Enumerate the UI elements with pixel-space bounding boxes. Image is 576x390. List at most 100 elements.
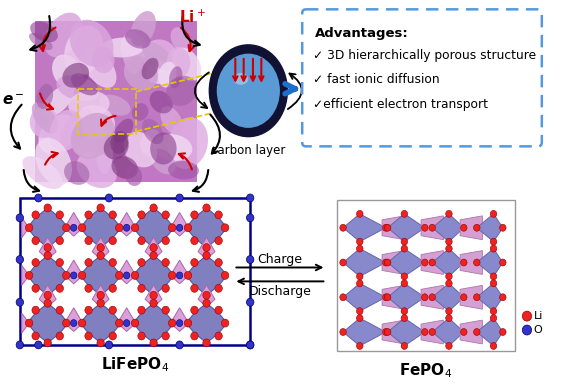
Polygon shape [382, 251, 404, 275]
Text: Discharge: Discharge [248, 285, 312, 298]
Circle shape [499, 294, 506, 301]
Ellipse shape [169, 66, 183, 88]
Circle shape [56, 211, 63, 219]
Circle shape [461, 224, 467, 231]
Circle shape [78, 224, 86, 232]
Polygon shape [80, 208, 121, 248]
Ellipse shape [100, 95, 131, 115]
Circle shape [56, 237, 63, 245]
Circle shape [357, 315, 363, 322]
Circle shape [150, 291, 157, 299]
Polygon shape [198, 285, 215, 307]
Circle shape [168, 271, 176, 279]
Ellipse shape [142, 58, 158, 79]
Polygon shape [382, 320, 404, 344]
Circle shape [150, 244, 157, 252]
Circle shape [85, 237, 92, 245]
Circle shape [401, 238, 408, 245]
Polygon shape [198, 238, 215, 259]
Circle shape [490, 308, 497, 315]
Circle shape [97, 252, 104, 259]
Circle shape [109, 211, 116, 219]
Ellipse shape [81, 46, 116, 88]
Circle shape [357, 273, 363, 280]
Circle shape [85, 259, 92, 266]
Circle shape [357, 280, 363, 287]
Circle shape [63, 271, 70, 279]
Ellipse shape [68, 90, 109, 119]
Text: ✓ fast ionic diffusion: ✓ fast ionic diffusion [313, 73, 440, 86]
Polygon shape [80, 303, 121, 343]
Circle shape [422, 294, 428, 301]
Circle shape [56, 332, 63, 340]
Circle shape [85, 284, 92, 292]
Circle shape [422, 224, 428, 231]
Circle shape [357, 245, 363, 252]
Circle shape [191, 259, 198, 266]
Circle shape [131, 271, 139, 279]
Circle shape [247, 298, 254, 306]
Ellipse shape [71, 73, 98, 96]
Polygon shape [22, 266, 29, 285]
Polygon shape [39, 238, 56, 259]
Text: e$^-$: e$^-$ [2, 93, 25, 108]
Circle shape [32, 237, 39, 245]
Circle shape [85, 332, 92, 340]
Ellipse shape [132, 103, 149, 121]
Circle shape [203, 244, 210, 252]
Circle shape [131, 224, 139, 232]
Circle shape [215, 332, 222, 340]
Circle shape [401, 210, 408, 217]
Ellipse shape [120, 32, 146, 62]
Ellipse shape [64, 25, 103, 76]
Ellipse shape [29, 33, 52, 50]
Circle shape [215, 284, 222, 292]
Circle shape [191, 306, 198, 314]
Circle shape [184, 224, 192, 232]
Polygon shape [477, 248, 503, 277]
Circle shape [203, 252, 210, 259]
Polygon shape [145, 238, 162, 259]
Ellipse shape [22, 156, 63, 189]
Polygon shape [477, 318, 503, 346]
Circle shape [203, 204, 210, 212]
Polygon shape [388, 214, 425, 242]
Ellipse shape [150, 91, 173, 113]
Circle shape [97, 299, 104, 307]
Polygon shape [118, 260, 136, 284]
Circle shape [401, 280, 408, 287]
Text: ✓efficient electron transport: ✓efficient electron transport [313, 98, 488, 111]
Ellipse shape [30, 21, 58, 42]
Polygon shape [388, 248, 425, 277]
Circle shape [97, 291, 104, 299]
Circle shape [446, 210, 452, 217]
Circle shape [384, 224, 391, 231]
Circle shape [123, 272, 130, 279]
Circle shape [191, 237, 198, 245]
Ellipse shape [168, 117, 208, 169]
Circle shape [490, 238, 497, 245]
Circle shape [184, 319, 192, 327]
Ellipse shape [124, 132, 157, 167]
Circle shape [473, 224, 480, 231]
Circle shape [162, 211, 169, 219]
Circle shape [85, 211, 92, 219]
Ellipse shape [42, 85, 74, 117]
Circle shape [56, 306, 63, 314]
Ellipse shape [166, 76, 197, 106]
Ellipse shape [50, 110, 82, 151]
Polygon shape [432, 248, 464, 277]
Polygon shape [460, 251, 482, 275]
Circle shape [32, 306, 39, 314]
Polygon shape [460, 216, 482, 240]
Circle shape [176, 194, 183, 202]
Circle shape [357, 238, 363, 245]
Circle shape [25, 224, 33, 232]
Circle shape [35, 194, 42, 202]
Circle shape [25, 271, 33, 279]
Ellipse shape [161, 106, 183, 135]
Circle shape [123, 224, 130, 231]
Circle shape [138, 306, 145, 314]
Ellipse shape [131, 11, 156, 46]
Ellipse shape [158, 62, 177, 87]
